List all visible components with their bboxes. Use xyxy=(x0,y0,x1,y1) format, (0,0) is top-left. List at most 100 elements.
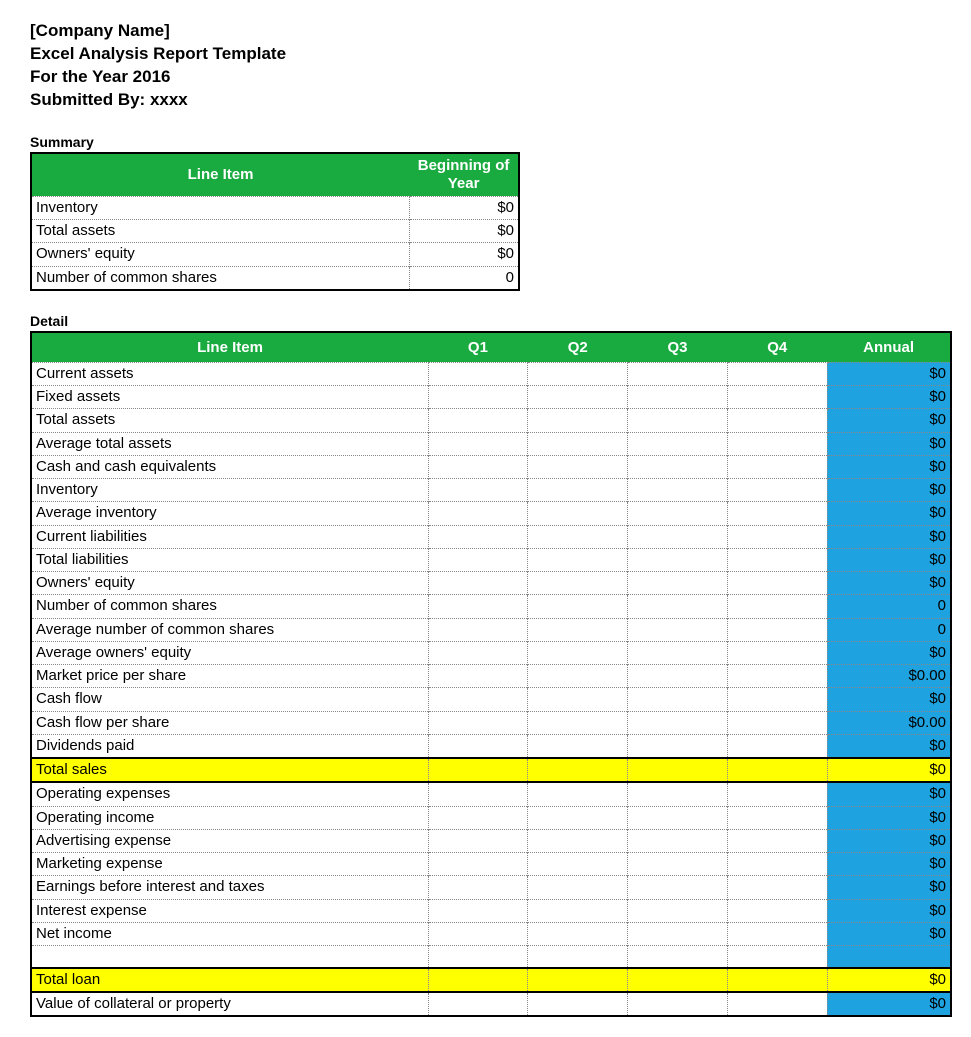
detail-row: Dividends paid$0 xyxy=(31,734,951,758)
detail-row-q2 xyxy=(528,992,628,1016)
detail-row-q2 xyxy=(528,572,628,595)
detail-row-annual: $0 xyxy=(827,758,951,782)
detail-row-annual: $0.00 xyxy=(827,665,951,688)
summary-row: Number of common shares0 xyxy=(31,266,519,290)
detail-row-q1 xyxy=(428,899,528,922)
detail-row-q4 xyxy=(727,386,827,409)
detail-row-q4 xyxy=(727,409,827,432)
detail-row-q4 xyxy=(727,665,827,688)
detail-row-q1 xyxy=(428,829,528,852)
detail-row-q3 xyxy=(628,595,728,618)
detail-row-q3 xyxy=(628,899,728,922)
detail-row-q2 xyxy=(528,502,628,525)
detail-row-q2 xyxy=(528,876,628,899)
detail-row-label: Average number of common shares xyxy=(31,618,428,641)
detail-row-annual: $0 xyxy=(827,641,951,664)
detail-row-label: Number of common shares xyxy=(31,595,428,618)
detail-row-q2 xyxy=(528,641,628,664)
detail-row-q4 xyxy=(727,502,827,525)
detail-row-q1 xyxy=(428,455,528,478)
detail-row-label: Inventory xyxy=(31,479,428,502)
detail-row: Current assets$0 xyxy=(31,362,951,385)
detail-row-q1 xyxy=(428,711,528,734)
detail-row-q1 xyxy=(428,548,528,571)
detail-row-q2 xyxy=(528,595,628,618)
detail-row-q2 xyxy=(528,386,628,409)
detail-row-q3 xyxy=(628,734,728,758)
detail-row-label: Average owners' equity xyxy=(31,641,428,664)
detail-row-q3 xyxy=(628,665,728,688)
detail-row-label: Current liabilities xyxy=(31,525,428,548)
detail-row-q2 xyxy=(528,362,628,385)
detail-row-q2 xyxy=(528,782,628,806)
detail-row-q4 xyxy=(727,992,827,1016)
detail-row: Current liabilities$0 xyxy=(31,525,951,548)
detail-row: Inventory $0 xyxy=(31,479,951,502)
report-header: [Company Name] Excel Analysis Report Tem… xyxy=(30,20,941,112)
detail-row-highlight: Total loan$0 xyxy=(31,968,951,992)
detail-row-q2 xyxy=(528,432,628,455)
detail-row: Owners' equity$0 xyxy=(31,572,951,595)
submitted-by: Submitted By: xxxx xyxy=(30,89,941,112)
detail-row-q1 xyxy=(428,665,528,688)
report-title: Excel Analysis Report Template xyxy=(30,43,941,66)
detail-row-q3 xyxy=(628,479,728,502)
detail-row-label: Average total assets xyxy=(31,432,428,455)
detail-row-label: Market price per share xyxy=(31,665,428,688)
summary-row: Owners' equity$0 xyxy=(31,243,519,266)
detail-row-q3 xyxy=(628,618,728,641)
detail-row: Average number of common shares0 xyxy=(31,618,951,641)
detail-row-q4 xyxy=(727,548,827,571)
detail-row-q3 xyxy=(628,992,728,1016)
detail-row-q3 xyxy=(628,968,728,992)
detail-row: Operating income$0 xyxy=(31,806,951,829)
detail-row-q1 xyxy=(428,876,528,899)
detail-row-q1 xyxy=(428,758,528,782)
detail-row: Advertising expense$0 xyxy=(31,829,951,852)
detail-row-q3 xyxy=(628,876,728,899)
detail-row-q2 xyxy=(528,525,628,548)
detail-row-q2 xyxy=(528,665,628,688)
summary-row-label: Total assets xyxy=(31,220,409,243)
detail-row-q4 xyxy=(727,876,827,899)
detail-row-q1 xyxy=(428,362,528,385)
company-name: [Company Name] xyxy=(30,20,941,43)
detail-row-q1 xyxy=(428,992,528,1016)
detail-row-q2 xyxy=(528,734,628,758)
detail-row-q3 xyxy=(628,432,728,455)
summary-row: Inventory$0 xyxy=(31,196,519,219)
detail-row-q3 xyxy=(628,758,728,782)
detail-row: Interest expense$0 xyxy=(31,899,951,922)
detail-row-q2 xyxy=(528,829,628,852)
detail-row: Total liabilities$0 xyxy=(31,548,951,571)
detail-row: Fixed assets$0 xyxy=(31,386,951,409)
detail-col-q1: Q1 xyxy=(428,332,528,363)
detail-row-annual: $0 xyxy=(827,479,951,502)
detail-row-q1 xyxy=(428,734,528,758)
detail-row-q2 xyxy=(528,548,628,571)
detail-row: Operating expenses$0 xyxy=(31,782,951,806)
detail-row-q1 xyxy=(428,782,528,806)
detail-section-title: Detail xyxy=(30,313,941,329)
detail-row-label: Current assets xyxy=(31,362,428,385)
detail-row-q3 xyxy=(628,829,728,852)
detail-row-annual: $0 xyxy=(827,455,951,478)
detail-row-q4 xyxy=(727,922,827,945)
detail-row-q4 xyxy=(727,432,827,455)
detail-row-q1 xyxy=(428,572,528,595)
detail-row-q4 xyxy=(727,595,827,618)
summary-row-value: $0 xyxy=(409,196,519,219)
detail-row: Average inventory$0 xyxy=(31,502,951,525)
detail-row-q1 xyxy=(428,432,528,455)
detail-row: Net income$0 xyxy=(31,922,951,945)
detail-row-q3 xyxy=(628,711,728,734)
detail-spacer-row xyxy=(31,946,951,968)
summary-table: Line Item Beginning of Year Inventory$0T… xyxy=(30,152,520,291)
detail-row-q1 xyxy=(428,806,528,829)
summary-row: Total assets$0 xyxy=(31,220,519,243)
summary-row-value: 0 xyxy=(409,266,519,290)
year-line: For the Year 2016 xyxy=(30,66,941,89)
detail-row-q4 xyxy=(727,734,827,758)
detail-row-q4 xyxy=(727,525,827,548)
detail-col-q4: Q4 xyxy=(727,332,827,363)
